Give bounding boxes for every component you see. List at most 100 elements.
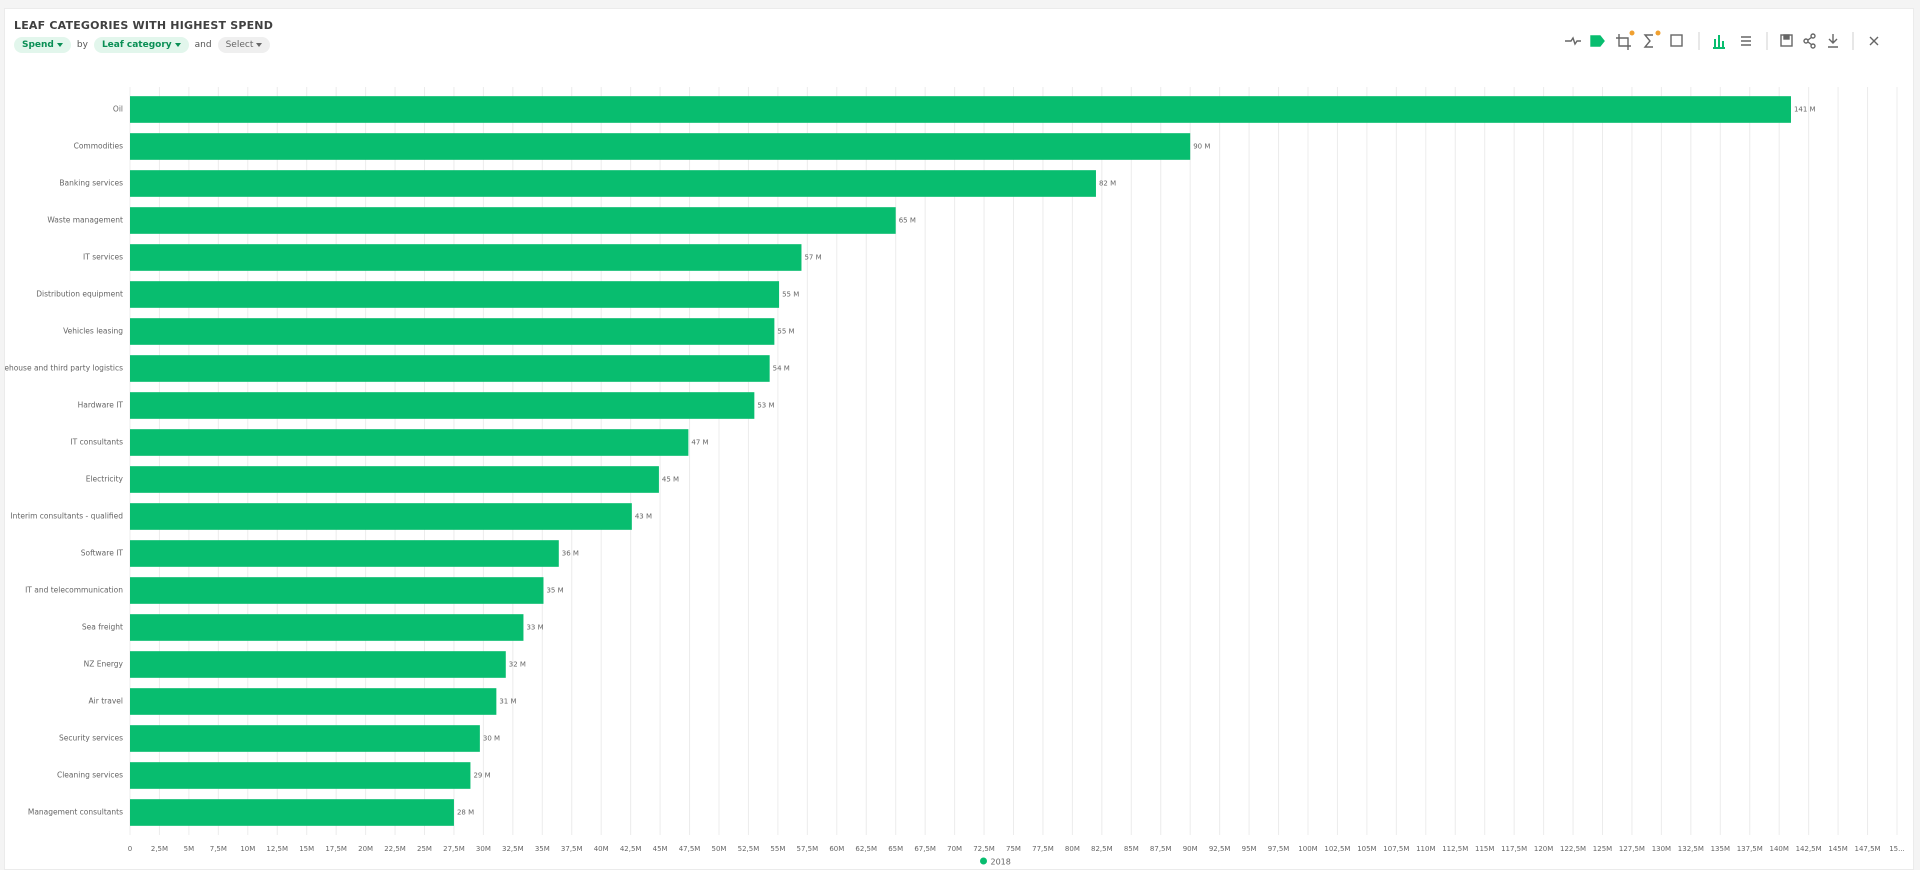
x-tick-label: 80M [1065, 845, 1080, 853]
crop-icon[interactable] [1616, 30, 1635, 51]
extra-select[interactable]: Select [217, 37, 271, 53]
y-tick-label: Air travel [89, 697, 123, 706]
bar [130, 577, 544, 604]
x-tick-label: 75M [1006, 845, 1021, 853]
value-label: 90 M [1193, 143, 1210, 151]
y-tick-label: NZ Energy [84, 660, 124, 669]
value-label: 32 M [509, 661, 526, 669]
x-tick-label: 115M [1475, 845, 1494, 853]
x-tick-label: 7,5M [210, 845, 227, 853]
value-label: 29 M [473, 772, 490, 780]
x-tick-label: 95M [1242, 845, 1257, 853]
x-tick-label: 50M [712, 845, 727, 853]
x-tick-label: 137,5M [1737, 845, 1763, 853]
y-tick-label: Vehicles leasing [63, 327, 123, 336]
dimension-select[interactable]: Leaf category [93, 37, 189, 53]
y-tick-label: Security services [59, 734, 123, 743]
bar [130, 392, 755, 419]
x-tick-label: 87,5M [1150, 845, 1172, 853]
x-tick-label: 127,5M [1619, 845, 1645, 853]
value-label: 55 M [782, 291, 799, 299]
x-tick-label: 145M [1828, 845, 1847, 853]
x-tick-label: 135M [1711, 845, 1730, 853]
x-tick-label: 15... [1889, 845, 1905, 853]
y-tick-label: Cleaning services [57, 771, 123, 780]
x-tick-label: 42,5M [620, 845, 642, 853]
label-icon[interactable] [1590, 35, 1605, 47]
bar [130, 503, 632, 530]
x-tick-label: 60M [829, 845, 844, 853]
y-tick-label: Oil [113, 105, 123, 114]
value-label: 141 M [1794, 106, 1816, 114]
bar [130, 651, 506, 678]
x-tick-label: 35M [535, 845, 550, 853]
bar [130, 96, 1791, 123]
and-label: and [194, 40, 212, 50]
toolbar [1565, 30, 1879, 51]
bar [130, 207, 896, 234]
x-tick-label: 40M [594, 845, 609, 853]
measure-label: Spend [22, 40, 54, 50]
bar [130, 355, 770, 382]
value-label: 82 M [1099, 180, 1116, 188]
chart-card: 0 2,5M 5M 7,5M 10M 12,5M 15M 17,5M 20M 22,5M 25M 27… [4, 8, 1914, 870]
value-label: 35 M [546, 587, 563, 595]
value-label: 28 M [457, 809, 474, 817]
save-icon[interactable] [1780, 34, 1793, 47]
list-icon[interactable] [1741, 36, 1751, 46]
filters: Spend by Leaf category and Select [14, 37, 271, 53]
swap-icon[interactable] [1565, 36, 1581, 46]
value-label: 30 M [483, 735, 500, 743]
x-tick-label: 2,5M [151, 845, 168, 853]
x-tick-label: 0 [128, 845, 132, 853]
x-tick-label: 30M [476, 845, 491, 853]
bar [130, 281, 780, 308]
value-label: 43 M [635, 513, 652, 521]
bar [130, 133, 1191, 160]
x-tick-label: 125M [1593, 845, 1612, 853]
y-tick-label: IT consultants [70, 438, 123, 447]
bar-chart-icon[interactable] [1713, 35, 1725, 49]
close-icon[interactable] [1869, 36, 1879, 46]
value-label: 45 M [662, 476, 679, 484]
x-tick-label: 47,5M [679, 845, 701, 853]
image-icon[interactable] [1670, 34, 1683, 47]
x-tick-label: 107,5M [1383, 845, 1409, 853]
value-label: 47 M [691, 439, 708, 447]
share-icon[interactable] [1803, 33, 1816, 49]
y-tick-label: Sea freight [82, 623, 123, 632]
x-tick-label: 32,5M [502, 845, 524, 853]
value-label: 55 M [777, 328, 794, 336]
download-icon[interactable] [1828, 34, 1838, 48]
y-tick-label: Warehouse and third party logistics [5, 364, 123, 373]
x-tick-label: 102,5M [1324, 845, 1350, 853]
x-tick-label: 15M [299, 845, 314, 853]
y-tick-label: Commodities [74, 142, 124, 151]
y-tick-label: Banking services [59, 179, 123, 188]
x-tick-label: 37,5M [561, 845, 583, 853]
measure-select[interactable]: Spend [14, 37, 71, 53]
bar [130, 762, 471, 789]
by-label: by [76, 40, 88, 50]
sum-icon[interactable] [1643, 30, 1661, 48]
x-tick-label: 132,5M [1678, 845, 1704, 853]
y-tick-label: Electricity [86, 475, 124, 484]
y-tick-label: IT services [83, 253, 123, 262]
bar [130, 725, 480, 752]
x-tick-label: 10M [240, 845, 255, 853]
value-label: 65 M [899, 217, 916, 225]
value-label: 36 M [562, 550, 579, 558]
x-tick-label: 12,5M [266, 845, 288, 853]
x-tick-label: 70M [947, 845, 962, 853]
y-tick-label: Interim consultants - qualified [10, 512, 123, 521]
bar [130, 318, 775, 345]
x-tick-label: 27,5M [443, 845, 465, 853]
bar [130, 429, 689, 456]
x-tick-label: 22,5M [384, 845, 406, 853]
x-tick-label: 67,5M [914, 845, 936, 853]
value-label: 31 M [499, 698, 516, 706]
x-tick-label: 97,5M [1268, 845, 1290, 853]
value-label: 33 M [526, 624, 543, 632]
x-tick-label: 57,5M [797, 845, 819, 853]
